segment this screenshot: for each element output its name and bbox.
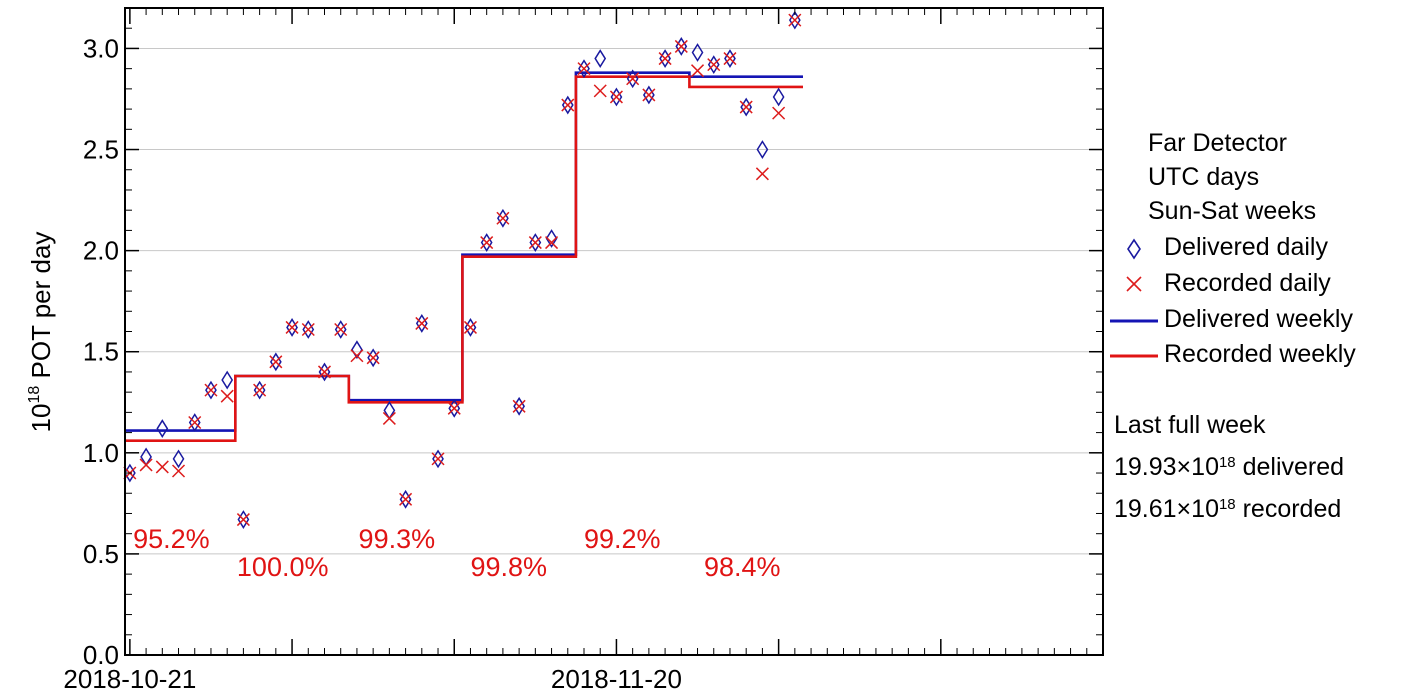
recorded-daily-point: [139, 458, 153, 472]
efficiency-labels: 95.2% 100.0% 99.3% 99.8% 99.2% 98.4%: [133, 524, 780, 582]
efficiency-percent-label: 95.2%: [133, 524, 210, 554]
recorded-daily-point: [269, 355, 283, 369]
recorded-daily-point: [285, 320, 299, 334]
y-tick-label: 2.5: [83, 135, 119, 165]
recorded-daily-point: [236, 513, 250, 527]
recorded-daily-point: [399, 492, 413, 506]
legend-recorded-weekly: Recorded weekly: [1164, 340, 1356, 368]
legend-recorded-daily: Recorded daily: [1164, 269, 1331, 297]
delivered-daily-point: [772, 87, 785, 107]
efficiency-percent-label: 99.8%: [470, 552, 547, 582]
recorded-daily-point: [690, 64, 705, 78]
recorded-daily-point: [334, 322, 348, 337]
red-line-icon: [1110, 354, 1158, 358]
delivered-daily-point: [221, 370, 234, 390]
legend-title-weeks: Sun-Sat weeks: [1148, 197, 1317, 225]
y-axis-label: 1018 POT per day: [26, 232, 56, 433]
legend: Far Detector UTC days Sun-Sat weeks Deli…: [1108, 128, 1425, 558]
efficiency-percent-label: 99.3%: [359, 524, 436, 554]
data-points: [123, 10, 802, 529]
y-tick-label: 3.0: [83, 33, 119, 63]
legend-delivered-weekly: Delivered weekly: [1164, 305, 1353, 333]
recorded-daily-point: [561, 98, 575, 112]
recorded-daily-point: [301, 322, 315, 337]
weekly-line-delivered-weekly: [125, 71, 803, 432]
weekly-line-recorded-weekly: [125, 75, 803, 442]
delivered-daily-point: [172, 449, 185, 469]
legend-delivered-daily: Delivered daily: [1164, 233, 1328, 261]
y-tick-label: 1.0: [83, 438, 119, 468]
recorded-daily-point: [253, 383, 267, 397]
delivered-daily-point: [756, 140, 769, 159]
efficiency-percent-label: 98.4%: [704, 552, 781, 582]
recorded-daily-point: [204, 383, 218, 397]
recorded-daily-point: [739, 100, 753, 114]
y-tick-label: 0.5: [83, 539, 119, 569]
legend-title-detector: Far Detector: [1148, 129, 1287, 157]
recorded-daily-point: [755, 167, 769, 181]
blue-line-icon: [1110, 319, 1158, 323]
recorded-daily-point: [609, 90, 623, 104]
recorded-daily-point: [528, 236, 542, 250]
svg-text:1018 POT per day: 1018 POT per day: [26, 232, 56, 433]
recorded-daily-point: [220, 389, 234, 403]
recorded-daily-point: [350, 349, 364, 363]
x-tick-label: 2018-11-20: [551, 664, 682, 694]
gridlines: [125, 47, 1103, 555]
y-tick-label: 0.0: [83, 640, 119, 670]
summary-title: Last full week: [1114, 411, 1266, 439]
recorded-daily-point: [512, 399, 526, 413]
efficiency-percent-label: 100.0%: [237, 552, 329, 582]
y-tick-label: 1.5: [83, 337, 119, 367]
recorded-daily-point: [593, 84, 607, 98]
recorded-daily-point: [545, 236, 559, 250]
x-tick-label: 2018-10-21: [63, 664, 196, 694]
delivered-daily-point: [156, 419, 169, 438]
axis-ticks: 0.0 0.5 1.0 1.5 2.0 2.5 3.0 2018-10-21 2018-11-2…: [63, 7, 1104, 694]
recorded-daily-point: [447, 401, 461, 415]
recorded-daily-point: [723, 52, 737, 66]
summary-delivered: 19.93×1018 delivered: [1114, 453, 1345, 481]
recorded-daily-point: [658, 52, 672, 66]
recorded-daily-point: [642, 88, 656, 102]
recorded-daily-point: [577, 62, 591, 76]
delivered-daily-point: [594, 49, 607, 68]
weekly-lines: [125, 71, 803, 442]
diamond-marker-icon: [1127, 238, 1141, 260]
recorded-daily-point: [772, 106, 786, 120]
delivered-daily-point: [545, 229, 558, 248]
recorded-daily-point: [431, 452, 445, 466]
summary-recorded: 19.61×1018 recorded: [1114, 495, 1342, 523]
efficiency-percent-label: 99.2%: [584, 524, 661, 554]
recorded-daily-point: [674, 39, 688, 53]
recorded-daily-point: [463, 320, 477, 334]
recorded-daily-point: [155, 460, 169, 474]
recorded-daily-point: [480, 236, 494, 250]
recorded-daily-point: [415, 316, 429, 330]
recorded-daily-point: [188, 415, 202, 430]
cross-marker-icon: [1126, 276, 1142, 292]
recorded-daily-point: [788, 13, 802, 27]
recorded-daily-point: [382, 411, 396, 425]
recorded-daily-point: [496, 211, 510, 225]
delivered-daily-point: [351, 340, 363, 360]
recorded-daily-point: [171, 464, 186, 478]
y-tick-label: 2.0: [83, 236, 119, 266]
recorded-daily-point: [366, 351, 380, 365]
legend-title-days: UTC days: [1148, 163, 1260, 191]
recorded-daily-point: [626, 72, 640, 86]
recorded-daily-point: [707, 58, 721, 72]
delivered-daily-point: [691, 43, 704, 62]
recorded-daily-point: [317, 365, 332, 379]
